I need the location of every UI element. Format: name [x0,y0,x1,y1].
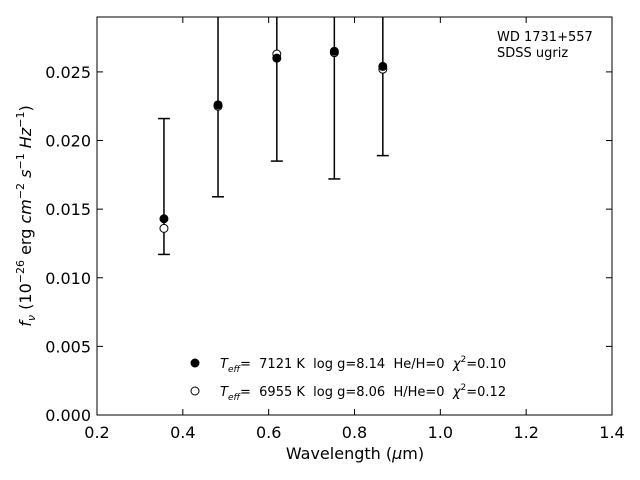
y-tick-label: 0.015 [45,200,91,219]
svg-text:fν (10−26 erg cm−2 s−1 Hz−1): fν (10−26 erg cm−2 s−1 Hz−1) [14,105,38,326]
legend-chi-superscript: 2 [461,383,467,393]
y-axis-label-hz: Hz [16,127,35,148]
y-axis-label-open: (10 [16,283,35,315]
legend-marker-open [190,386,200,396]
annotation-star-name: WD 1731+557 [497,30,593,45]
legend-entry: Teff= 7121 K log g=8.14 He/H=0 χ2=0.10 [220,355,506,375]
legend-teff-symbol: T [220,357,229,372]
legend-teff-subscript: eff [228,365,242,375]
y-axis-label-exp2: −2 [14,183,27,199]
legend-chi-superscript: 2 [461,355,467,365]
y-axis-label-cm: cm [16,199,35,223]
y-axis-label-exp4: −1 [14,112,27,128]
data-points [159,46,388,233]
y-axis-label-close: ) [16,105,35,111]
legend-chi-symbol: χ [452,357,462,372]
y-tick-label: 0.000 [45,406,91,425]
data-point-open [159,223,169,233]
data-point-filled [213,100,223,110]
annotation-survey: SDSS ugriz [497,46,568,61]
data-point-filled [329,46,339,56]
legend-marker-filled [190,358,200,368]
legend-params: = 6955 K log g=8.06 H/He=0 [240,385,453,400]
x-tick-label: 1.4 [599,423,624,442]
x-axis-label-mu: μ [391,444,402,463]
y-axis-label-exp1: −26 [14,260,27,283]
y-tick-label: 0.005 [45,337,91,356]
y-axis-label: fν (10−26 erg cm−2 s−1 Hz−1) [14,105,38,326]
x-axis-label-unit: m) [402,444,424,463]
x-axis-label-text: Wavelength ( [286,444,392,463]
legend-params: = 7121 K log g=8.14 He/H=0 [240,357,453,372]
legend-entry: Teff= 6955 K log g=8.06 H/He=0 χ2=0.12 [220,383,506,403]
data-point-filled [272,53,282,63]
legend-chi-value: =0.10 [466,357,506,372]
legend: Teff= 7121 K log g=8.14 He/H=0 χ2=0.10Te… [190,355,506,403]
data-point-filled [378,61,388,71]
y-tick-label: 0.010 [45,269,91,288]
x-tick-label: 1.0 [428,423,453,442]
y-axis-label-s: s [16,170,35,178]
x-axis-label: Wavelength (μm) [286,444,424,463]
legend-teff-symbol: T [220,385,229,400]
x-tick-label: 0.8 [342,423,367,442]
y-axis-label-nu: ν [25,315,38,321]
y-axis-label-exp3: −1 [14,153,27,169]
data-point-filled [159,214,169,224]
axis-ticks: 0.2 0.4 0.6 0.8 1.0 1.2 1.4 0.000 0.005 0.010 0.01… [45,17,625,442]
y-tick-label: 0.025 [45,63,91,82]
legend-chi-value: =0.12 [466,385,506,400]
legend-teff-subscript: eff [228,393,242,403]
x-tick-label: 1.2 [513,423,538,442]
x-tick-label: 0.4 [170,423,195,442]
y-axis-label-erg: erg [16,224,35,260]
plot-frame [96,16,613,416]
legend-chi-symbol: χ [452,385,462,400]
x-tick-label: 0.6 [256,423,281,442]
y-tick-label: 0.020 [45,132,91,151]
y-axis-label-f: f [16,319,35,327]
x-tick-label: 0.2 [84,423,109,442]
